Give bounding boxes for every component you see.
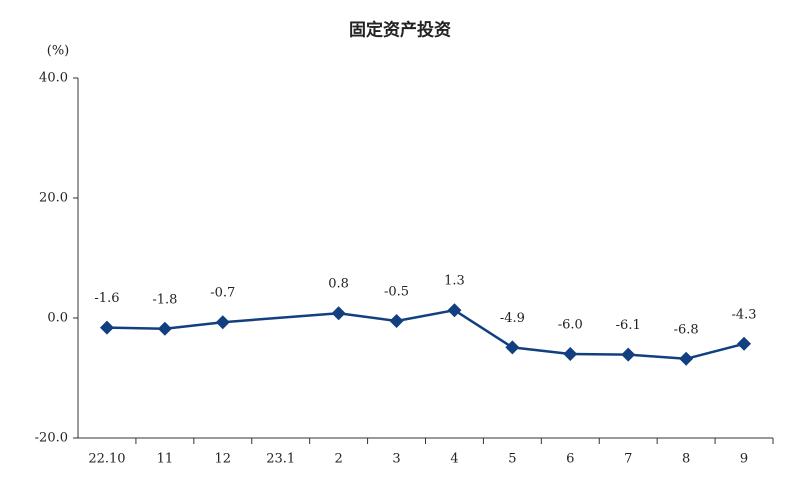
line-segment xyxy=(396,308,455,323)
point-marker xyxy=(563,347,578,361)
y-tick-label: 20.0 xyxy=(39,191,68,206)
line-segment xyxy=(570,352,629,356)
x-tick-label: 22.10 xyxy=(88,452,125,467)
x-tick-label: 8 xyxy=(682,452,690,467)
value-label: -6.1 xyxy=(616,318,641,333)
value-label: -0.7 xyxy=(210,286,235,301)
point-marker xyxy=(621,347,636,362)
x-tick-label: 3 xyxy=(392,452,400,467)
point-marker xyxy=(215,315,230,330)
point-marker xyxy=(737,336,752,351)
value-label: -4.3 xyxy=(732,307,757,322)
line-segment xyxy=(628,353,687,361)
point-marker xyxy=(99,320,114,335)
x-tick-label: 6 xyxy=(566,452,574,467)
x-tick-label: 11 xyxy=(157,452,174,467)
x-tick-label: 5 xyxy=(508,452,516,467)
point-marker xyxy=(447,303,462,318)
line-segment xyxy=(512,346,571,356)
point-marker xyxy=(389,314,404,328)
line-segment xyxy=(164,320,223,331)
point-marker xyxy=(331,306,346,321)
x-tick-label: 12 xyxy=(215,452,232,467)
x-tick-label: 2 xyxy=(334,452,342,467)
value-label: 0.8 xyxy=(328,277,349,292)
value-label: -6.0 xyxy=(558,318,583,333)
value-label: -4.9 xyxy=(500,311,525,326)
value-label: -6.8 xyxy=(674,322,699,337)
line-segment xyxy=(338,311,397,323)
y-tick-label: 40.0 xyxy=(39,71,68,86)
point-marker xyxy=(505,340,520,355)
point-marker xyxy=(679,351,694,366)
y-tick-label: -20.0 xyxy=(35,431,68,446)
x-tick-label: 23.1 xyxy=(266,452,295,467)
y-axis-label: (%) xyxy=(47,44,70,59)
x-tick-label: 9 xyxy=(740,452,748,467)
y-tick-label: 0.0 xyxy=(47,311,68,326)
line-segment xyxy=(106,326,165,331)
value-label: 1.3 xyxy=(444,274,465,289)
point-marker xyxy=(157,321,172,336)
x-tick-label: 4 xyxy=(450,452,458,467)
value-label: -0.5 xyxy=(384,285,409,300)
x-tick-label: 7 xyxy=(624,452,632,467)
line-segment xyxy=(453,309,514,349)
line-segment xyxy=(222,311,339,324)
line-segment xyxy=(685,342,745,361)
chart-title: 固定资产投资 xyxy=(349,20,451,41)
value-label: -1.6 xyxy=(94,291,119,306)
value-label: -1.8 xyxy=(152,292,177,307)
